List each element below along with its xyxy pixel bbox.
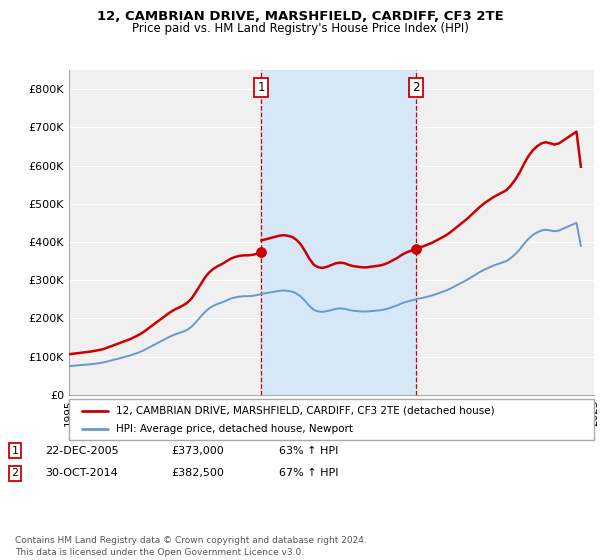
Text: HPI: Average price, detached house, Newport: HPI: Average price, detached house, Newp… [116,424,353,433]
Text: 63% ↑ HPI: 63% ↑ HPI [279,446,338,456]
Text: 2: 2 [412,81,420,95]
Bar [261,70,416,395]
Text: 2: 2 [11,468,19,478]
Text: Contains HM Land Registry data © Crown copyright and database right 2024.
This d: Contains HM Land Registry data © Crown c… [15,536,367,557]
Point [256,248,266,256]
Text: 30-OCT-2014: 30-OCT-2014 [45,468,118,478]
Text: £373,000: £373,000 [171,446,224,456]
Text: 12, CAMBRIAN DRIVE, MARSHFIELD, CARDIFF, CF3 2TE (detached house): 12, CAMBRIAN DRIVE, MARSHFIELD, CARDIFF,… [116,405,495,416]
Text: £382,500: £382,500 [171,468,224,478]
Text: 12, CAMBRIAN DRIVE, MARSHFIELD, CARDIFF, CF3 2TE: 12, CAMBRIAN DRIVE, MARSHFIELD, CARDIFF,… [97,10,503,23]
Text: 67% ↑ HPI: 67% ↑ HPI [279,468,338,478]
Text: 22-DEC-2005: 22-DEC-2005 [45,446,119,456]
Text: 1: 1 [257,81,265,95]
Point [411,244,421,253]
Text: 1: 1 [11,446,19,456]
Text: Price paid vs. HM Land Registry's House Price Index (HPI): Price paid vs. HM Land Registry's House … [131,22,469,35]
